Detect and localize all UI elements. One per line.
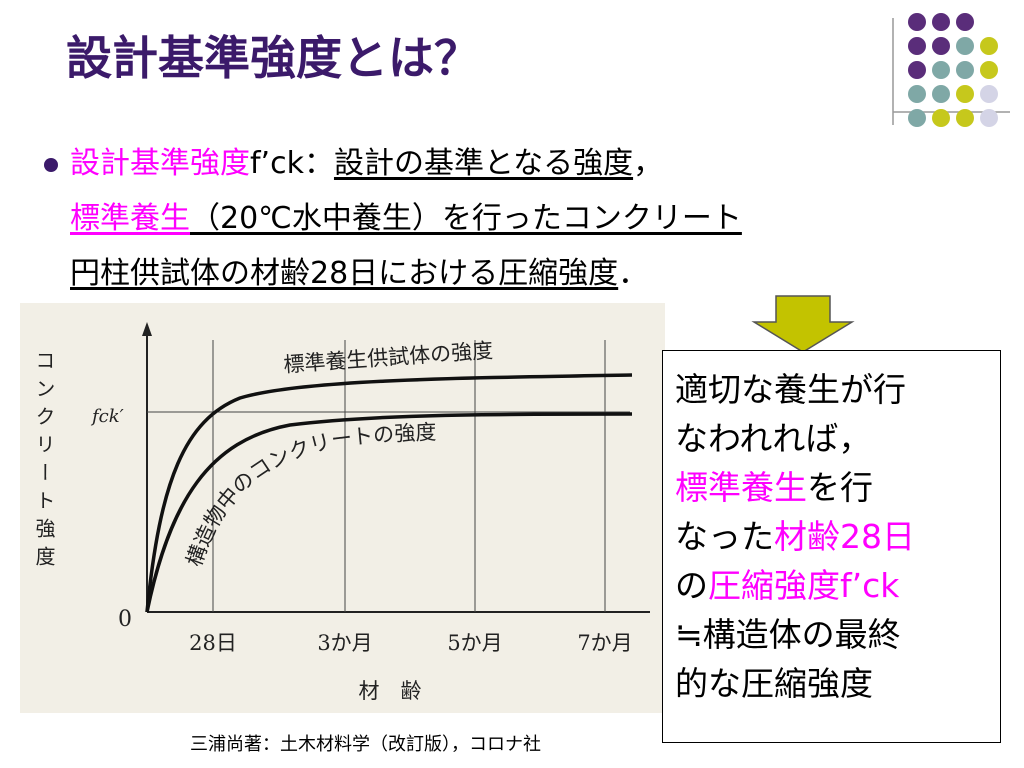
note-box: 適切な養生が行 なわれれば， 標準養生を行 なった材齢28日 の圧縮強度f’ck… — [662, 350, 1001, 743]
bullet-line: 標準養生（20℃水中養生）を行ったコンクリート — [70, 191, 742, 246]
bullet-line: 円柱供試体の材齢28日における圧縮強度． — [70, 246, 742, 301]
highlight: 材齢28日 — [774, 517, 915, 556]
x-axis-label: 材 齢 — [359, 679, 422, 703]
dot — [980, 85, 998, 103]
note-line: の圧縮強度f’ck — [675, 561, 1000, 610]
dot — [932, 13, 950, 31]
note-line: 標準養生を行 — [675, 463, 1000, 512]
curve-standard — [145, 373, 633, 613]
dot — [932, 109, 950, 127]
dot — [932, 85, 950, 103]
highlight: 標準養生 — [675, 468, 807, 507]
text: ， — [633, 146, 664, 181]
figure-background — [20, 303, 665, 713]
text: f’ck： — [250, 146, 334, 181]
text: 適切な養生が行 — [675, 370, 906, 409]
dot — [956, 37, 974, 55]
x-tick-label: 7か月 — [577, 631, 632, 655]
text: を行 — [807, 468, 873, 507]
bullet-line: 設計基準強度f’ck：設計の基準となる強度， — [70, 136, 742, 191]
arrow-down — [751, 295, 855, 353]
note-line: なわれれば， — [675, 414, 1000, 463]
x-tick-label: 5か月 — [447, 631, 502, 655]
x-tick-label: 28日 — [189, 631, 237, 655]
slide-title: 設計基準強度とは？ — [66, 31, 480, 85]
text: の — [675, 566, 708, 605]
text: 的な圧縮強度 — [675, 664, 873, 703]
underlined: 円柱供試体の材齢28日における圧縮強度 — [70, 256, 619, 291]
highlight: 設計基準強度 — [70, 146, 250, 181]
dot — [980, 61, 998, 79]
dot — [980, 109, 998, 127]
note-line: 適切な養生が行 — [675, 365, 1000, 414]
dot-pattern — [908, 13, 998, 127]
text: ． — [618, 256, 649, 291]
y-axis-label: コンクリート強度 — [32, 350, 56, 574]
text: なった — [675, 517, 774, 556]
bullet: 設計基準強度f’ck：設計の基準となる強度， 標準養生（20℃水中養生）を行った… — [44, 136, 742, 301]
dot — [908, 85, 926, 103]
note-line: なった材齢28日 — [675, 512, 1000, 561]
dot — [908, 109, 926, 127]
note-line: 的な圧縮強度 — [675, 659, 1000, 708]
dot — [908, 37, 926, 55]
note-line: ≒構造体の最終 — [675, 610, 1000, 659]
fck-label: fck′ — [90, 406, 124, 427]
highlight: 標準養生 — [70, 201, 190, 236]
underlined: （20℃水中養生）を行ったコンクリート — [190, 201, 742, 236]
dot — [956, 109, 974, 127]
underlined: 設計の基準となる強度 — [333, 146, 634, 181]
dot — [956, 85, 974, 103]
caption: 三浦尚著：土木材料学（改訂版），コロナ社 — [190, 734, 541, 755]
dot — [956, 61, 974, 79]
curve-structure — [145, 412, 633, 613]
dot — [908, 13, 926, 31]
text: ≒構造体の最終 — [675, 615, 901, 654]
bullet-dot — [44, 158, 58, 172]
text: なわれれば， — [675, 419, 872, 458]
x-tick-label: 3か月 — [317, 631, 372, 655]
dot — [980, 37, 998, 55]
dot — [932, 61, 950, 79]
origin-label: 0 — [118, 607, 132, 632]
y-axis-arrow — [142, 322, 152, 336]
dot — [932, 37, 950, 55]
dot — [956, 13, 974, 31]
dot — [908, 61, 926, 79]
highlight: 圧縮強度f’ck — [708, 566, 900, 605]
